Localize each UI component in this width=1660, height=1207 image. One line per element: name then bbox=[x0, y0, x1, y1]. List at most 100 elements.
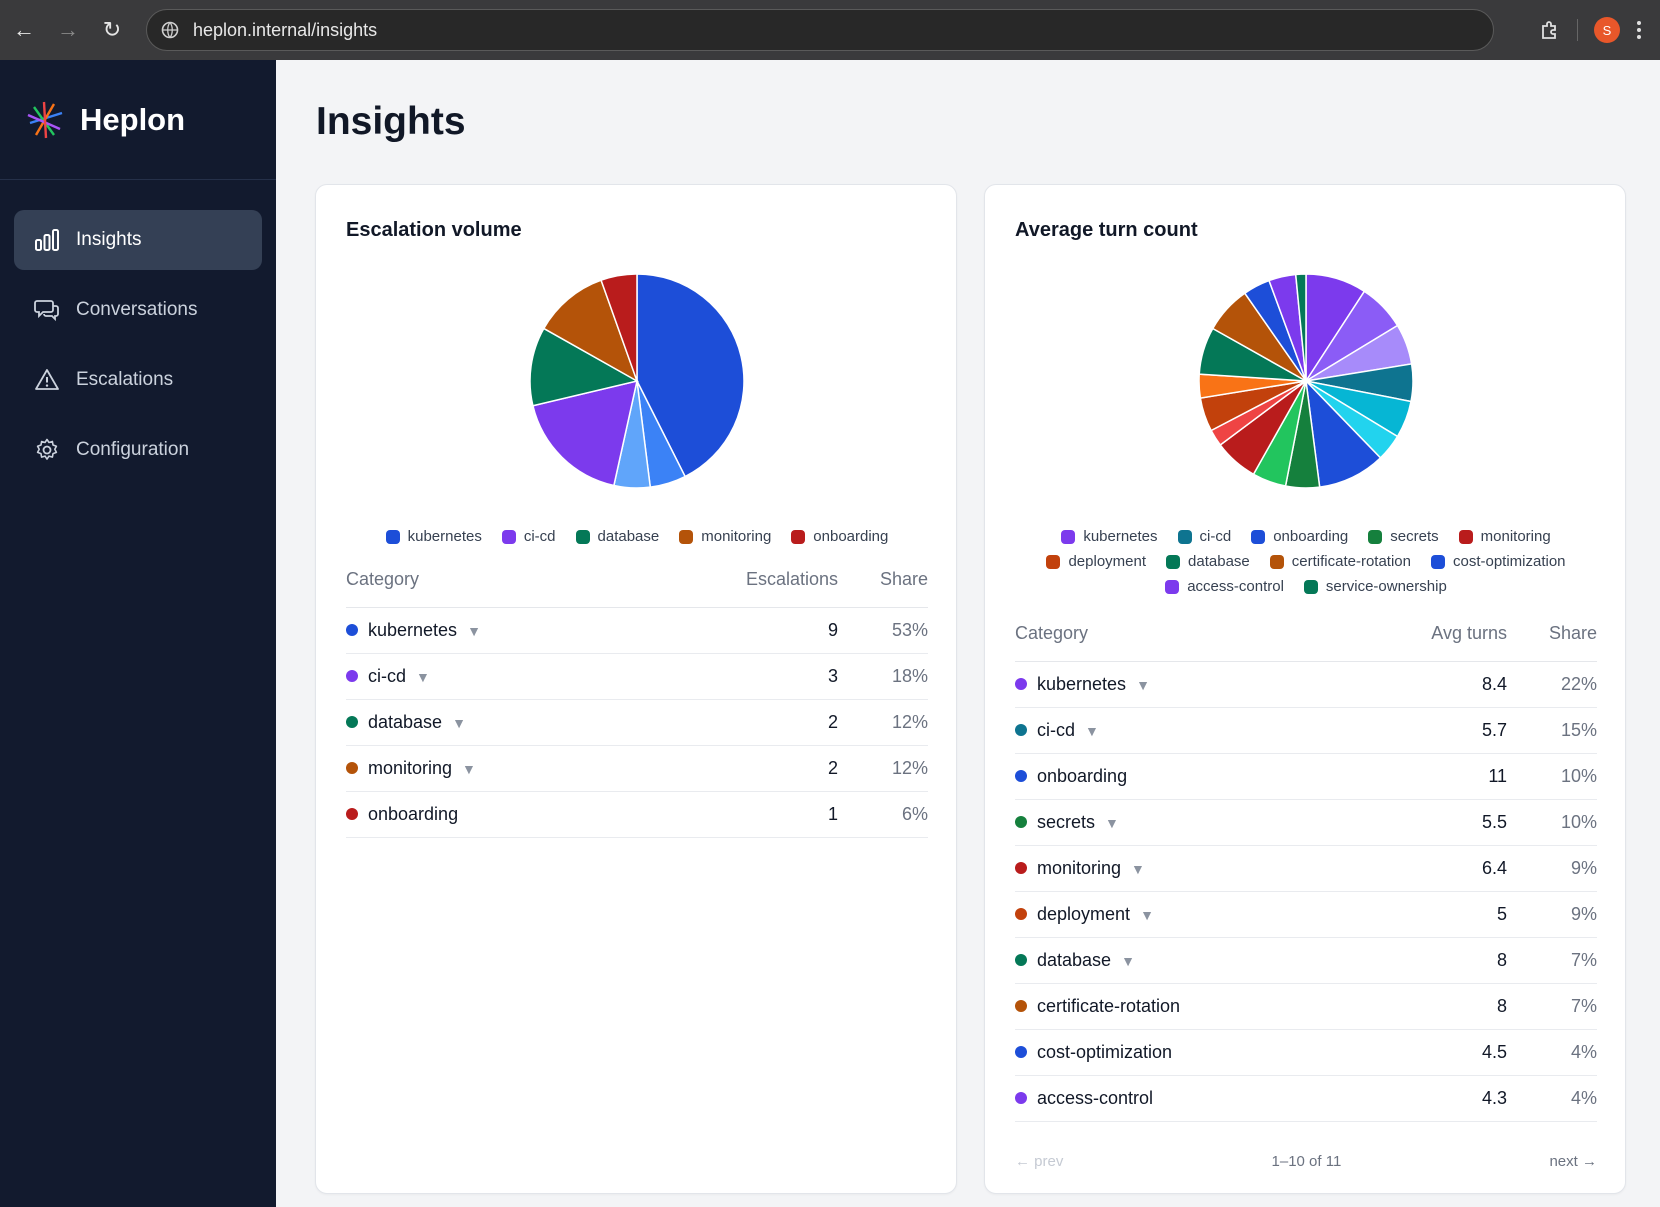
sidebar-item-insights[interactable]: Insights bbox=[14, 210, 262, 270]
share-cell: 12% bbox=[838, 745, 928, 792]
expand-caret-icon[interactable]: ▼ bbox=[462, 760, 476, 777]
avg-turns-value-cell: 6.4 bbox=[1397, 845, 1507, 892]
table-row[interactable]: deployment ▼ 5 9% bbox=[1015, 891, 1597, 938]
table-row[interactable]: certificate-rotation 8 7% bbox=[1015, 983, 1597, 1030]
expand-caret-icon[interactable]: ▼ bbox=[1121, 952, 1135, 969]
legend-item[interactable]: onboarding bbox=[1251, 528, 1348, 545]
category-label: onboarding bbox=[1037, 765, 1128, 786]
pie-slice-kubernetes[interactable] bbox=[636, 273, 745, 478]
sidebar-item-conversations[interactable]: Conversations bbox=[14, 280, 262, 340]
table-row[interactable]: kubernetes ▼ 9 53% bbox=[346, 607, 928, 654]
legend-item[interactable]: monitoring bbox=[679, 528, 771, 545]
expand-caret-icon[interactable]: ▼ bbox=[1131, 860, 1145, 877]
pie-slice-ci-cd[interactable] bbox=[531, 379, 638, 487]
legend-label: certificate-rotation bbox=[1291, 553, 1411, 570]
brand[interactable]: Heplon bbox=[0, 60, 276, 180]
table-row[interactable]: database ▼ 2 12% bbox=[346, 699, 928, 746]
table-header-row: Category Avg turns Share bbox=[1015, 617, 1597, 662]
pie-slice-onboarding[interactable] bbox=[600, 273, 638, 382]
expand-caret-icon[interactable]: ▼ bbox=[1105, 814, 1119, 831]
legend-item[interactable]: ci-cd bbox=[1177, 528, 1231, 545]
menu-kebab-icon[interactable] bbox=[1636, 20, 1642, 40]
table-row[interactable]: kubernetes ▼ 8.4 22% bbox=[1015, 661, 1597, 708]
warning-triangle-icon bbox=[35, 369, 59, 390]
site-info-icon[interactable] bbox=[161, 21, 179, 39]
expand-caret-icon[interactable]: ▼ bbox=[1136, 676, 1150, 693]
escalation-table: Category Escalations Share kubernetes ▼ 9 5… bbox=[346, 563, 928, 838]
legend-item[interactable]: ci-cd bbox=[501, 528, 556, 545]
legend-item[interactable]: monitoring bbox=[1458, 528, 1551, 545]
address-bar[interactable]: heplon.internal/insights bbox=[146, 9, 1494, 51]
table-row[interactable]: onboarding 11 10% bbox=[1015, 753, 1597, 800]
pie-slice-service-ownership[interactable] bbox=[1294, 273, 1307, 382]
legend-label: service-ownership bbox=[1325, 578, 1447, 595]
reload-button[interactable]: ↻ bbox=[92, 10, 132, 50]
column-header-category[interactable]: Category bbox=[346, 563, 728, 608]
table-row[interactable]: database ▼ 8 7% bbox=[1015, 937, 1597, 984]
legend-item[interactable]: deployment bbox=[1046, 553, 1146, 570]
category-cell: onboarding bbox=[1015, 753, 1397, 800]
expand-caret-icon[interactable]: ▼ bbox=[467, 622, 481, 639]
extensions-icon[interactable] bbox=[1539, 19, 1561, 41]
category-color-dot bbox=[1015, 815, 1027, 828]
table-row[interactable]: monitoring ▼ 2 12% bbox=[346, 745, 928, 792]
expand-caret-icon[interactable]: ▼ bbox=[1140, 906, 1154, 923]
sidebar-item-label: Configuration bbox=[76, 439, 190, 460]
pagination: ← prev 1–10 of 11 next → bbox=[1015, 1153, 1597, 1170]
legend-item[interactable]: onboarding bbox=[791, 528, 888, 545]
legend-label: monitoring bbox=[1480, 528, 1551, 545]
share-cell: 12% bbox=[838, 699, 928, 746]
next-page-button[interactable]: next → bbox=[1549, 1153, 1597, 1170]
avg-turns-value-cell: 8.4 bbox=[1397, 661, 1507, 708]
column-header-category[interactable]: Category bbox=[1015, 617, 1397, 662]
share-cell: 10% bbox=[1507, 799, 1597, 846]
category-color-dot bbox=[346, 669, 358, 682]
expand-caret-icon[interactable]: ▼ bbox=[1085, 722, 1099, 739]
legend-item[interactable]: secrets bbox=[1368, 528, 1439, 545]
sidebar-item-configuration[interactable]: Configuration bbox=[14, 420, 262, 480]
expand-caret-icon[interactable]: ▼ bbox=[416, 668, 430, 685]
sidebar-item-escalations[interactable]: Escalations bbox=[14, 350, 262, 410]
legend-item[interactable]: service-ownership bbox=[1303, 578, 1447, 595]
table-row[interactable]: access-control 4.3 4% bbox=[1015, 1075, 1597, 1122]
forward-button[interactable]: → bbox=[48, 10, 88, 50]
avatar-letter: S bbox=[1602, 22, 1612, 38]
reload-icon: ↻ bbox=[102, 17, 122, 42]
back-button[interactable]: ← bbox=[4, 10, 44, 50]
legend-item[interactable]: kubernetes bbox=[1061, 528, 1158, 545]
table-row[interactable]: monitoring ▼ 6.4 9% bbox=[1015, 845, 1597, 892]
escalation-legend: kubernetes ci-cd database monitoring onboard… bbox=[336, 528, 938, 545]
column-header-share[interactable]: Share bbox=[838, 563, 928, 608]
share-cell: 15% bbox=[1507, 707, 1597, 754]
expand-caret-icon[interactable]: ▼ bbox=[452, 714, 466, 731]
column-header-avg-turns[interactable]: Avg turns bbox=[1397, 617, 1507, 662]
legend-swatch bbox=[1269, 554, 1284, 569]
avg-turns-value-cell: 8 bbox=[1397, 983, 1507, 1030]
share-cell: 22% bbox=[1507, 661, 1597, 708]
legend-item[interactable]: database bbox=[575, 528, 659, 545]
legend-item[interactable]: access-control bbox=[1165, 578, 1284, 595]
column-header-share[interactable]: Share bbox=[1507, 617, 1597, 662]
toolbar-divider bbox=[1577, 19, 1578, 41]
bar-chart-icon bbox=[35, 229, 59, 251]
table-row[interactable]: cost-optimization 4.5 4% bbox=[1015, 1029, 1597, 1076]
arrow-right-icon: → bbox=[57, 17, 79, 42]
heplon-logo-icon bbox=[27, 101, 63, 138]
sidebar-item-label: Insights bbox=[76, 229, 142, 250]
escalations-value-cell: 3 bbox=[728, 653, 838, 700]
table-row[interactable]: onboarding 1 6% bbox=[346, 791, 928, 838]
profile-avatar[interactable]: S bbox=[1594, 17, 1620, 43]
pie-slice-monitoring[interactable] bbox=[542, 279, 639, 383]
table-row[interactable]: ci-cd ▼ 5.7 15% bbox=[1015, 707, 1597, 754]
pie-slice-database[interactable] bbox=[529, 327, 640, 407]
table-row[interactable]: ci-cd ▼ 3 18% bbox=[346, 653, 928, 700]
prev-page-button[interactable]: ← prev bbox=[1015, 1153, 1064, 1170]
table-row[interactable]: secrets ▼ 5.5 10% bbox=[1015, 799, 1597, 846]
legend-item[interactable]: database bbox=[1166, 553, 1250, 570]
legend-item[interactable]: certificate-rotation bbox=[1269, 553, 1411, 570]
legend-label: onboarding bbox=[1273, 528, 1349, 545]
legend-item[interactable]: cost-optimization bbox=[1430, 553, 1566, 570]
category-color-dot bbox=[1015, 1091, 1027, 1104]
legend-item[interactable]: kubernetes bbox=[385, 528, 482, 545]
column-header-escalations[interactable]: Escalations bbox=[728, 563, 838, 608]
